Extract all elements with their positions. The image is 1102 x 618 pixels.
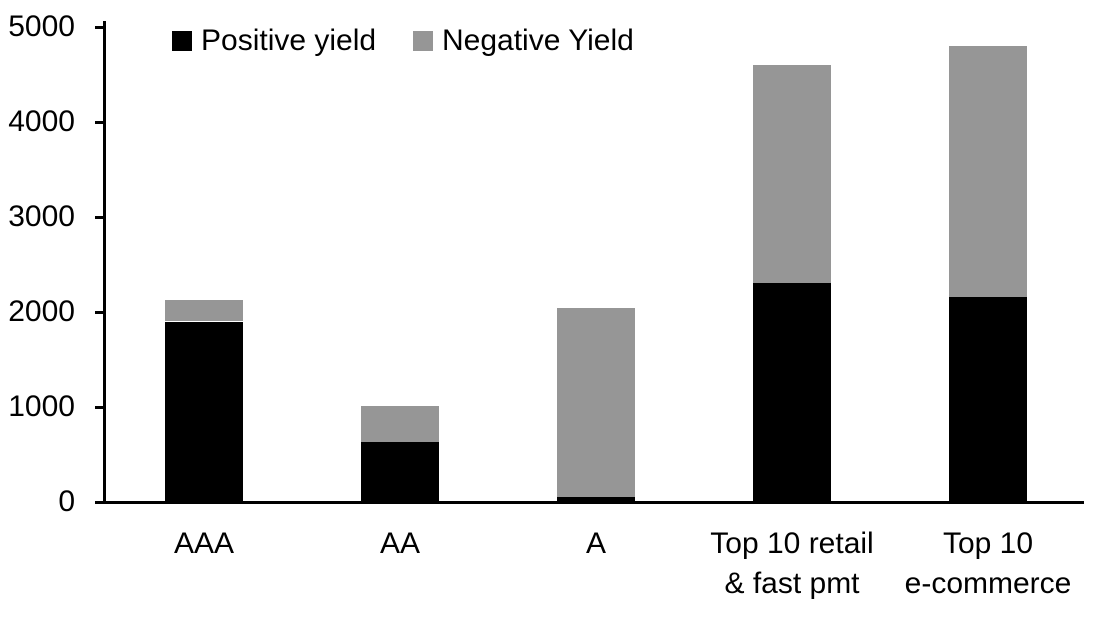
y-axis-tick — [95, 25, 105, 29]
legend-label-positive-yield: Positive yield — [201, 24, 377, 57]
bar-segment-positive-3 — [557, 497, 635, 502]
x-axis-category-label: AAA — [173, 527, 235, 560]
bar-segment-negative-2 — [361, 406, 439, 443]
y-axis-tick — [95, 120, 105, 124]
positive-yield-swatch — [172, 31, 192, 51]
x-axis-line — [103, 501, 1084, 504]
bar-segment-negative-4 — [753, 65, 831, 283]
y-axis-tick — [95, 215, 105, 219]
bar-segment-positive-4 — [753, 282, 831, 502]
y-axis-tick-label: 1000 — [8, 390, 75, 423]
negative-yield-swatch — [413, 31, 433, 51]
x-axis-category-label: Top 10 retail & fast pmt — [710, 527, 874, 600]
legend-item-positive-yield: Positive yield — [172, 24, 376, 57]
bar-segment-negative-3 — [557, 308, 635, 498]
legend-item-negative-yield: Negative Yield — [413, 24, 634, 57]
legend-label-negative-yield: Negative Yield — [442, 24, 634, 57]
bar-segment-negative-5 — [949, 46, 1027, 297]
y-axis-tick-label: 0 — [58, 485, 75, 518]
bar-segment-positive-1 — [165, 321, 243, 502]
x-axis-category-label: AA — [379, 527, 421, 560]
x-axis-category-label: Top 10 e-commerce — [904, 527, 1072, 600]
y-axis-tick-label: 3000 — [8, 200, 75, 233]
y-axis-line — [103, 21, 106, 504]
bar-segment-positive-5 — [949, 296, 1027, 502]
y-axis-tick-label: 4000 — [8, 105, 75, 138]
x-axis-category-label: A — [585, 527, 606, 560]
y-axis-tick — [95, 310, 105, 314]
y-axis-tick — [95, 500, 105, 504]
y-axis-tick-label: 5000 — [8, 10, 75, 43]
bar-segment-positive-2 — [361, 442, 439, 502]
y-axis-tick — [95, 405, 105, 409]
y-axis-tick-label: 2000 — [8, 295, 75, 328]
bar-segment-negative-1 — [165, 299, 243, 322]
